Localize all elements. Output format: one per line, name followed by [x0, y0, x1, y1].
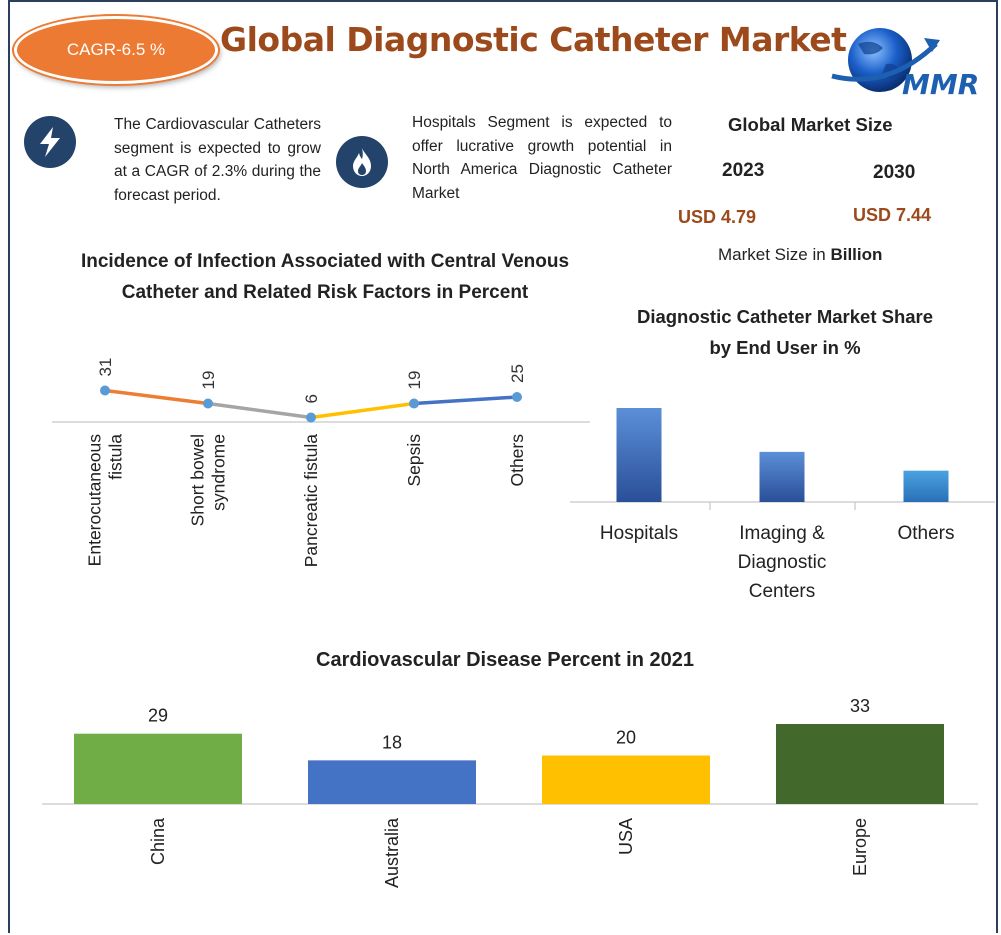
infection-data-point [203, 398, 213, 409]
infection-category-label: fistula [106, 434, 126, 480]
cvd-bar [542, 755, 710, 804]
market-size-note: Market Size in Billion [718, 245, 882, 265]
infection-data-label: 19 [199, 371, 218, 390]
end-user-category-label: Diagnostic [738, 552, 827, 573]
end-user-category-label: Imaging & [739, 523, 825, 544]
market-size-note-unit: Billion [830, 245, 883, 264]
end-user-chart-title: Diagnostic Catheter Market Share by End … [620, 301, 950, 363]
cvd-bar [308, 760, 476, 804]
cvd-chart-title: Cardiovascular Disease Percent in 2021 [316, 649, 694, 671]
infection-line-segment [309, 401, 416, 420]
cvd-category-label: China [148, 817, 168, 865]
market-size-title: Global Market Size [728, 114, 893, 135]
end-user-chart-title-line2: by End User in % [709, 337, 861, 358]
logo-text: MMR [902, 68, 980, 101]
infection-data-point [512, 392, 522, 402]
cvd-data-label: 33 [850, 696, 870, 716]
infection-chart-title-line1: Incidence of Infection Associated with C… [80, 251, 570, 272]
infection-chart-title: Incidence of Infection Associated with C… [40, 246, 610, 308]
cvd-bar-chart: 29 China 18 Australia 20 USA 33 Europe [42, 696, 978, 888]
end-user-category-label: Centers [749, 581, 816, 602]
infection-category-label: Others [507, 434, 527, 487]
market-value-2030: USD 7.44 [853, 205, 932, 225]
infection-chart-title-line2: Catheter and Related Risk Factors in Per… [121, 282, 529, 303]
infection-category-label: Short bowel [188, 434, 208, 526]
infection-data-label: 25 [508, 364, 527, 383]
infection-data-point [100, 385, 110, 396]
market-value-2023: USD 4.79 [678, 207, 757, 227]
cagr-badge-label: CAGR-6.5 % [66, 40, 166, 59]
cvd-category-label: Australia [382, 817, 402, 888]
page-frame [8, 0, 998, 933]
cvd-data-label: 20 [616, 728, 636, 748]
infection-category-label: Sepsis [404, 434, 424, 487]
cvd-category-label: USA [616, 818, 636, 855]
infection-data-label: 31 [96, 358, 115, 377]
top-border [8, 0, 998, 2]
end-user-bar [903, 470, 949, 502]
end-user-chart-title-line1: Diagnostic Catheter Market Share [636, 306, 934, 327]
end-user-category-label: Others [897, 523, 954, 544]
infection-line-segment [412, 395, 519, 406]
cagr-badge: CAGR-6.5 % [14, 16, 218, 84]
page-title: Global Diagnostic Catheter Market [220, 20, 847, 59]
highlight-cardiovascular-text: The Cardiovascular Catheters segment is … [114, 116, 321, 204]
infection-category-label: Pancreatic fistula [301, 434, 321, 568]
cvd-category-label: Europe [850, 818, 870, 876]
cvd-bar [776, 724, 944, 804]
infection-data-point [306, 412, 316, 423]
highlight-hospitals-text: Hospitals Segment is expected to offer l… [412, 114, 672, 202]
market-year-2023: 2023 [722, 160, 765, 181]
cvd-data-label: 18 [382, 732, 402, 752]
infection-data-label: 6 [302, 394, 321, 403]
infection-category-label: Enterocutaneous [85, 434, 105, 567]
end-user-category-label: Hospitals [600, 523, 678, 544]
end-user-bar-chart: Hospitals Imaging & Diagnostic Centers Other… [570, 408, 995, 602]
lightning-icon [24, 116, 76, 168]
infection-category-label: syndrome [209, 434, 229, 511]
market-year-2030: 2030 [873, 162, 916, 183]
infection-line-segment [103, 388, 210, 406]
end-user-bar [759, 451, 805, 502]
end-user-bar [616, 408, 662, 502]
infection-data-point [409, 398, 419, 409]
infection-data-label: 19 [405, 371, 424, 390]
flame-icon [336, 136, 388, 188]
mmr-globe-logo [831, 28, 940, 92]
market-size-note-prefix: Market Size in [718, 245, 831, 264]
cvd-data-label: 29 [148, 706, 168, 726]
infection-line-segment [206, 401, 313, 420]
cvd-bar [74, 733, 242, 804]
infection-line-chart: 31 Enterocutaneous fistula 19 Short bowel syn… [52, 358, 590, 568]
